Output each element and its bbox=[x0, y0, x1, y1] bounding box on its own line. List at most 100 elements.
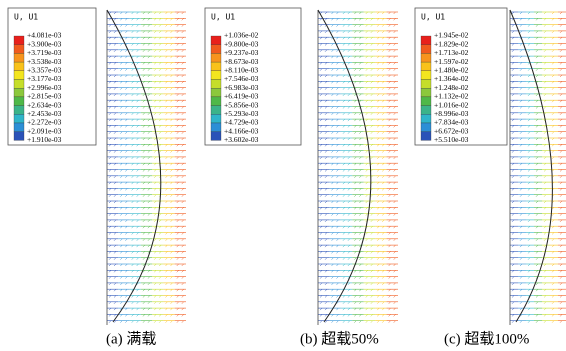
legend-label: +3.602e-03 bbox=[224, 135, 259, 144]
arrow-tick bbox=[512, 100, 514, 102]
arrow-tick bbox=[389, 31, 391, 33]
arrow-tick bbox=[520, 88, 522, 90]
arrow-tick bbox=[394, 100, 396, 102]
arrow-tick bbox=[320, 113, 322, 115]
arrow-tick bbox=[182, 31, 184, 33]
legend-label: +9.237e-03 bbox=[224, 48, 259, 57]
arrow-tick bbox=[137, 31, 139, 33]
arrow-tick bbox=[154, 119, 156, 121]
arrow-tick bbox=[331, 31, 333, 33]
arrow-tick bbox=[536, 94, 538, 96]
arrow-tick bbox=[114, 125, 116, 127]
arrow-tick bbox=[366, 75, 368, 77]
arrow-tick bbox=[359, 75, 361, 77]
legend-swatch bbox=[14, 53, 24, 62]
legend-label: +6.983e-03 bbox=[224, 83, 259, 92]
arrow-tick bbox=[170, 94, 172, 96]
arrow-tick bbox=[512, 69, 514, 71]
legend-swatch bbox=[14, 88, 24, 97]
arrow-tick bbox=[331, 125, 333, 127]
arrow-tick bbox=[154, 100, 156, 102]
legend-label: +1.016e-02 bbox=[434, 100, 469, 109]
arrow-tick bbox=[382, 119, 384, 121]
arrow-tick bbox=[520, 113, 522, 115]
arrow-tick bbox=[512, 94, 514, 96]
arrow-tick bbox=[320, 69, 322, 71]
legend-swatch bbox=[211, 106, 221, 115]
arrow-tick bbox=[137, 119, 139, 121]
arrow-tick bbox=[320, 94, 322, 96]
arrow-tick bbox=[394, 125, 396, 127]
arrow-tick bbox=[331, 88, 333, 90]
arrow-tick bbox=[343, 125, 345, 127]
arrow-tick bbox=[359, 69, 361, 71]
arrow-tick bbox=[182, 113, 184, 115]
arrow-tick bbox=[389, 81, 391, 83]
arrow-tick bbox=[552, 125, 554, 127]
legend-swatch bbox=[14, 80, 24, 89]
arrow-tick bbox=[331, 75, 333, 77]
legend-label: +1.036e-02 bbox=[224, 31, 259, 40]
arrow-tick bbox=[520, 119, 522, 121]
arrow-tick bbox=[114, 69, 116, 71]
arrow-tick bbox=[377, 125, 379, 127]
arrow-tick bbox=[528, 88, 530, 90]
arrow-tick bbox=[143, 113, 145, 115]
arrow-tick bbox=[354, 75, 356, 77]
arrow-tick bbox=[348, 94, 350, 96]
arrow-tick bbox=[137, 75, 139, 77]
arrow-tick bbox=[382, 100, 384, 102]
arrow-tick bbox=[544, 75, 546, 77]
arrow-tick bbox=[143, 119, 145, 121]
arrow-tick bbox=[325, 94, 327, 96]
legend-label: +2.634e-03 bbox=[27, 100, 62, 109]
arrow-tick bbox=[132, 94, 134, 96]
arrow-tick bbox=[359, 113, 361, 115]
arrow-tick bbox=[354, 81, 356, 83]
arrow-tick bbox=[154, 75, 156, 77]
legend-label: +3.177e-03 bbox=[27, 74, 62, 83]
legend-swatch bbox=[211, 36, 221, 45]
arrow-tick bbox=[336, 100, 338, 102]
arrow-tick bbox=[159, 31, 161, 33]
arrow-tick bbox=[331, 100, 333, 102]
legend-label: +6.672e-03 bbox=[434, 126, 469, 135]
arrow-tick bbox=[154, 94, 156, 96]
arrow-tick bbox=[132, 119, 134, 121]
arrow-tick bbox=[354, 69, 356, 71]
arrow-tick bbox=[544, 107, 546, 109]
arrow-tick bbox=[552, 119, 554, 121]
legend-label: +1.480e-02 bbox=[434, 66, 469, 75]
arrow-tick bbox=[125, 81, 127, 83]
arrow-tick bbox=[177, 113, 179, 115]
arrow-tick bbox=[528, 94, 530, 96]
legend-label: +4.729e-03 bbox=[224, 118, 259, 127]
arrow-tick bbox=[148, 88, 150, 90]
arrow-tick bbox=[536, 107, 538, 109]
arrow-tick bbox=[544, 125, 546, 127]
arrow-tick bbox=[382, 69, 384, 71]
arrow-tick bbox=[170, 125, 172, 127]
arrow-tick bbox=[359, 119, 361, 121]
legend-title: U, U1 bbox=[421, 13, 445, 22]
legend-label: +4.081e-03 bbox=[27, 31, 62, 40]
arrow-tick bbox=[320, 100, 322, 102]
legend-label: +1.910e-03 bbox=[27, 135, 62, 144]
arrow-tick bbox=[382, 125, 384, 127]
arrow-tick bbox=[348, 100, 350, 102]
arrow-tick bbox=[143, 94, 145, 96]
arrow-tick bbox=[536, 100, 538, 102]
arrow-tick bbox=[159, 88, 161, 90]
arrow-tick bbox=[348, 107, 350, 109]
arrow-tick bbox=[109, 69, 111, 71]
arrow-tick bbox=[320, 88, 322, 90]
legend-swatch bbox=[14, 45, 24, 54]
arrow-tick bbox=[320, 31, 322, 33]
arrow-tick bbox=[377, 31, 379, 33]
arrow-tick bbox=[170, 88, 172, 90]
arrow-tick bbox=[394, 31, 396, 33]
legend-label: +1.132e-02 bbox=[434, 92, 469, 101]
legend-swatch bbox=[211, 53, 221, 62]
arrow-tick bbox=[120, 81, 122, 83]
arrow-tick bbox=[159, 94, 161, 96]
